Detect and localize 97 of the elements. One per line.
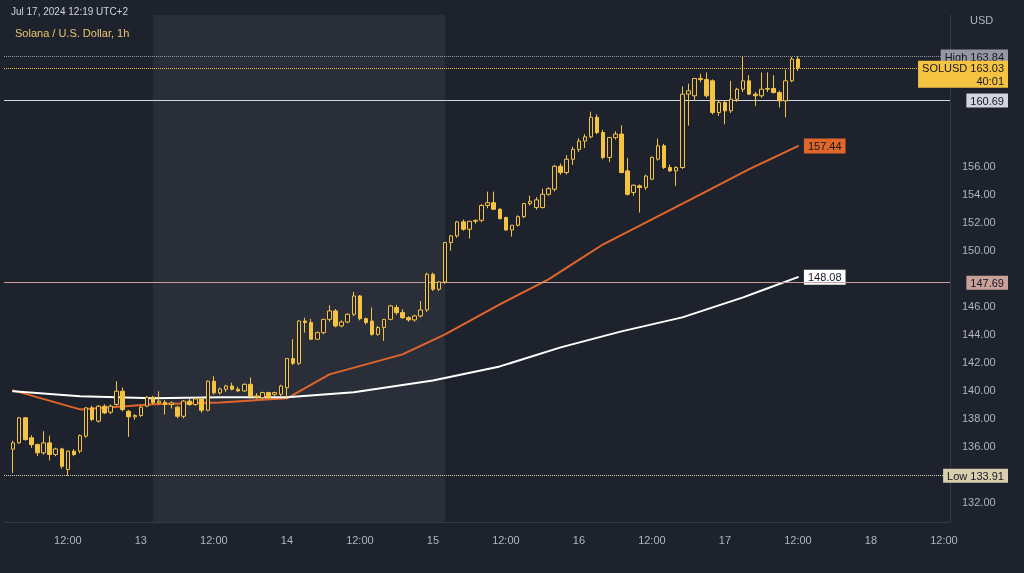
y-tick-label: 140.00 (962, 384, 996, 397)
x-tick-label: 12:00 (200, 533, 228, 546)
candlestick (145, 395, 149, 408)
candlestick (236, 386, 240, 393)
y-tick-label: 150.00 (962, 244, 996, 257)
x-tick-label: 17 (718, 533, 732, 546)
candlestick (577, 137, 581, 153)
x-tick-label: 18 (864, 533, 878, 546)
y-tick-label: 144.00 (962, 328, 996, 341)
candlestick (66, 450, 70, 477)
data-label: 157.44 (807, 140, 842, 153)
candlestick (17, 416, 21, 445)
candlestick (498, 207, 502, 220)
candlestick (717, 99, 721, 117)
candlestick (455, 220, 459, 239)
candlestick (139, 405, 143, 418)
candlestick (583, 133, 587, 149)
x-tick-label: 12:00 (784, 533, 812, 546)
candlestick (206, 380, 210, 412)
candlestick (382, 318, 386, 342)
y-tick-label: 146.00 (962, 300, 996, 313)
candlestick (449, 234, 453, 252)
candlestick (601, 129, 605, 160)
candlestick (151, 395, 155, 405)
x-tick-label: 12:00 (346, 533, 374, 546)
candlestick (735, 87, 739, 103)
candlestick (303, 317, 307, 334)
x-tick-label: 16 (572, 533, 586, 546)
candlestick (510, 224, 514, 238)
candlestick (352, 291, 356, 317)
candlestick (650, 155, 654, 181)
candlestick (279, 384, 283, 397)
x-tick-label: 12:00 (492, 533, 520, 546)
candlestick (358, 294, 362, 321)
candlestick (285, 357, 289, 400)
candlestick (297, 319, 301, 366)
candlestick (224, 384, 228, 393)
candlestick (218, 387, 222, 396)
y-axis-title: USD (970, 13, 994, 26)
line-series (12, 276, 799, 400)
ref-line-label: SOLUSD 163.03 40:01 (922, 62, 1004, 88)
candlestick (656, 138, 660, 162)
candlestick (516, 214, 520, 227)
candlestick (431, 272, 435, 292)
y-tick-label: 156.00 (962, 160, 996, 173)
candlestick (522, 202, 526, 219)
candlestick (133, 413, 137, 421)
candlestick (78, 433, 82, 454)
candlestick (309, 318, 313, 341)
candlestick (425, 272, 429, 313)
chart-subtitle: Jul 17, 2024 12:19 UTC+2 (11, 5, 129, 17)
candlestick (163, 399, 167, 416)
candlestick (169, 401, 174, 410)
candlestick (230, 382, 234, 391)
candlestick (747, 74, 751, 96)
candlestick (729, 80, 733, 114)
x-tick-label: 12:00 (930, 533, 958, 546)
y-tick-label: 154.00 (962, 188, 996, 201)
candlestick (376, 325, 380, 337)
candlestick (528, 195, 532, 206)
x-tick-label: 12:00 (638, 533, 666, 546)
x-tick-label: 14 (280, 533, 294, 546)
candlestick (72, 448, 76, 457)
candlestick (84, 406, 88, 439)
candlestick (157, 390, 161, 405)
ref-line-label: 160.69 (970, 95, 1004, 108)
y-tick-label: 132.00 (962, 496, 996, 509)
x-tick-label: 13 (134, 533, 148, 546)
ref-line-label: 147.69 (970, 277, 1004, 290)
candlestick (291, 338, 295, 366)
candlestick (126, 409, 131, 438)
candlestick (504, 216, 508, 232)
x-tick-label: 15 (426, 533, 440, 546)
candlestick (668, 164, 672, 173)
ref-line-label: Low 133.91 (947, 470, 1004, 483)
candlestick (437, 280, 441, 292)
data-label: 148.08 (807, 271, 842, 284)
candlestick (571, 146, 575, 166)
candlestick (212, 375, 216, 396)
x-tick-label: 12:00 (54, 533, 82, 546)
candlestick (589, 111, 593, 139)
text: Solana / U.S. Dollar, 1h (15, 26, 130, 39)
candlestick (595, 113, 599, 135)
y-tick-label: 152.00 (962, 216, 996, 229)
line-series (12, 145, 799, 411)
candlestick (674, 165, 678, 187)
candlestick (60, 447, 64, 470)
candlestick (723, 99, 727, 125)
y-tick-label: 138.00 (962, 412, 996, 425)
candlestick (11, 440, 15, 474)
candlestick (644, 174, 648, 191)
candlestick (662, 143, 666, 170)
candlestick (370, 307, 374, 337)
y-tick-label: 136.00 (962, 440, 996, 453)
candlestick (90, 405, 94, 422)
y-tick-label: 142.00 (962, 356, 996, 369)
candlestick (364, 317, 368, 326)
